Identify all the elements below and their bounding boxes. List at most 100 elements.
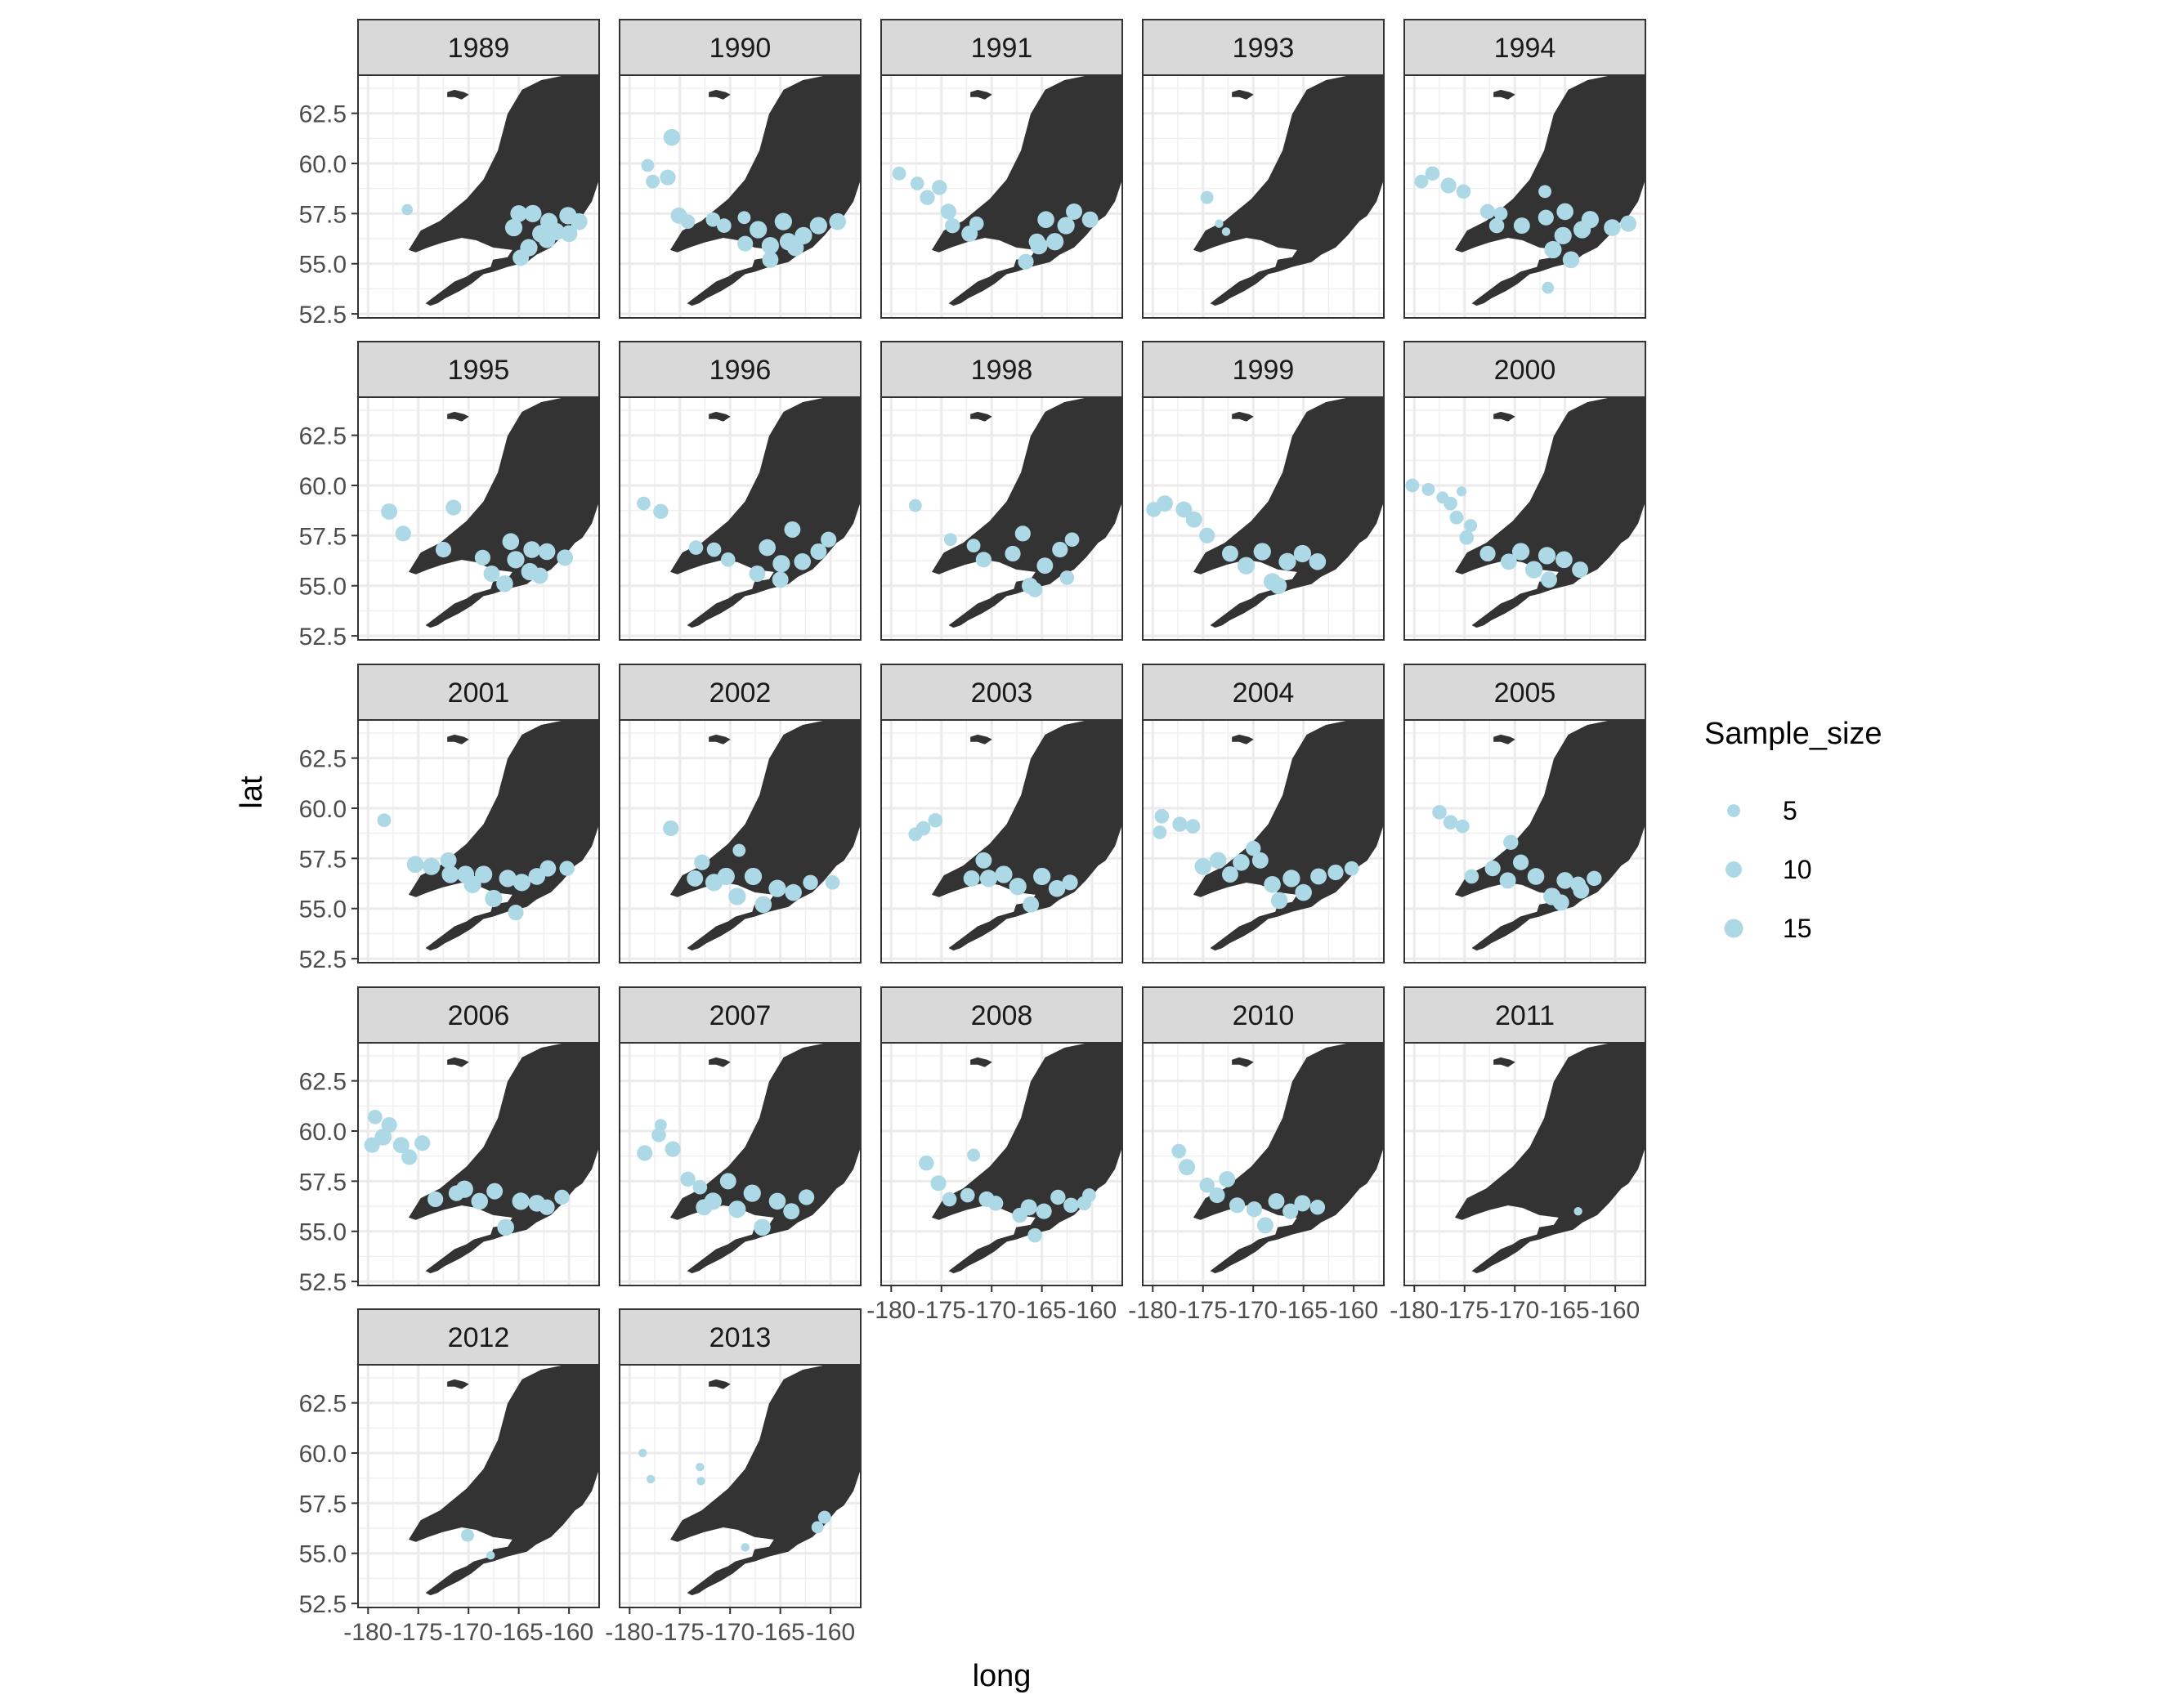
data-point xyxy=(975,852,992,869)
data-point xyxy=(772,555,790,573)
facet-label: 1991 xyxy=(971,33,1033,64)
data-point xyxy=(987,1196,1004,1211)
y-tick-label: 55.0 xyxy=(299,1219,347,1246)
data-point xyxy=(1556,872,1573,889)
data-point xyxy=(940,203,956,220)
data-point xyxy=(441,865,459,883)
data-point xyxy=(654,1119,667,1132)
data-point xyxy=(539,1199,555,1215)
data-point xyxy=(1209,852,1227,870)
data-point xyxy=(1233,853,1250,871)
y-tick-label: 57.5 xyxy=(299,1169,347,1196)
data-point xyxy=(1552,894,1569,911)
y-tick-label: 62.5 xyxy=(299,101,347,128)
data-point xyxy=(928,812,943,828)
data-point xyxy=(401,1149,418,1165)
facet-panel: 2012 52.5 55.0 57.5 60.0 62.5 -180 -175 -170 -165… xyxy=(299,1308,600,1646)
data-point xyxy=(374,1129,392,1146)
data-point xyxy=(510,205,527,222)
data-point xyxy=(737,235,754,252)
data-point xyxy=(1573,882,1590,899)
y-tick-label: 52.5 xyxy=(299,302,347,329)
data-point xyxy=(554,1189,570,1205)
data-point xyxy=(1194,857,1212,875)
data-point xyxy=(1344,861,1359,876)
data-point xyxy=(932,180,947,195)
data-point xyxy=(1538,547,1556,565)
data-point xyxy=(943,533,957,547)
data-point xyxy=(1503,834,1519,850)
data-point xyxy=(637,496,651,511)
data-point xyxy=(1199,1178,1215,1193)
legend-key xyxy=(1727,804,1740,817)
data-point xyxy=(513,249,530,266)
data-point xyxy=(665,1141,681,1157)
data-point xyxy=(1542,281,1555,294)
data-point xyxy=(754,896,772,914)
data-point xyxy=(513,874,530,892)
data-point xyxy=(1278,552,1296,570)
data-point xyxy=(524,204,542,222)
y-tick-label: 55.0 xyxy=(299,574,347,601)
facet-panel: 2000 xyxy=(1403,341,1646,641)
data-point xyxy=(706,542,722,557)
data-point xyxy=(1270,892,1288,910)
data-point xyxy=(461,1528,474,1542)
data-point xyxy=(687,870,704,887)
x-tick-label: -160 xyxy=(1329,1297,1378,1324)
panel-border xyxy=(619,396,862,641)
data-point xyxy=(717,867,735,886)
data-point xyxy=(401,203,414,216)
facet-label: 2004 xyxy=(1233,677,1295,709)
data-point xyxy=(919,1156,934,1171)
data-point xyxy=(768,879,786,897)
data-point xyxy=(445,499,462,516)
data-point xyxy=(794,552,812,570)
data-point xyxy=(719,1173,736,1190)
data-point xyxy=(486,1550,495,1560)
data-point xyxy=(1309,552,1327,570)
data-point xyxy=(811,1521,824,1534)
facet-panel: 2007 xyxy=(619,986,862,1286)
data-point xyxy=(1544,240,1562,259)
x-tick-label: -160 xyxy=(806,1619,855,1646)
data-point xyxy=(829,212,847,230)
data-point xyxy=(1538,185,1552,199)
data-point xyxy=(1009,878,1027,896)
facet-panel: 1994 xyxy=(1403,19,1646,319)
data-point xyxy=(942,1192,957,1207)
data-point xyxy=(1464,869,1479,884)
x-tick-label: -175 xyxy=(394,1619,443,1646)
panel-border xyxy=(880,1042,1123,1286)
data-point xyxy=(810,543,827,560)
y-tick-label: 52.5 xyxy=(299,1269,347,1296)
y-tick-label: 52.5 xyxy=(299,1591,347,1618)
data-point xyxy=(688,540,704,555)
data-point xyxy=(930,1175,947,1192)
data-point xyxy=(646,1474,656,1484)
facet-label: 2000 xyxy=(1494,355,1556,386)
data-point xyxy=(1062,874,1078,891)
data-point xyxy=(704,1192,722,1210)
x-tick-label: -165 xyxy=(1541,1297,1590,1324)
data-point xyxy=(502,533,520,551)
facet-label: 1998 xyxy=(971,355,1033,386)
data-point xyxy=(1221,866,1238,883)
data-point xyxy=(705,212,721,227)
data-point xyxy=(1479,545,1496,562)
data-point xyxy=(377,813,392,828)
data-point xyxy=(663,128,681,146)
data-point xyxy=(423,857,441,875)
y-tick-label: 62.5 xyxy=(299,746,347,773)
data-point xyxy=(638,1448,647,1458)
data-point xyxy=(717,218,732,233)
x-tick-label: -165 xyxy=(495,1619,544,1646)
data-point xyxy=(1036,1203,1052,1219)
data-point xyxy=(504,218,523,237)
data-point xyxy=(1527,868,1545,885)
data-point xyxy=(762,251,779,268)
facet-panel: 2013 -180 -175 -170 -165 -160 xyxy=(605,1308,862,1646)
data-point xyxy=(1033,867,1051,886)
data-point xyxy=(1581,211,1600,229)
